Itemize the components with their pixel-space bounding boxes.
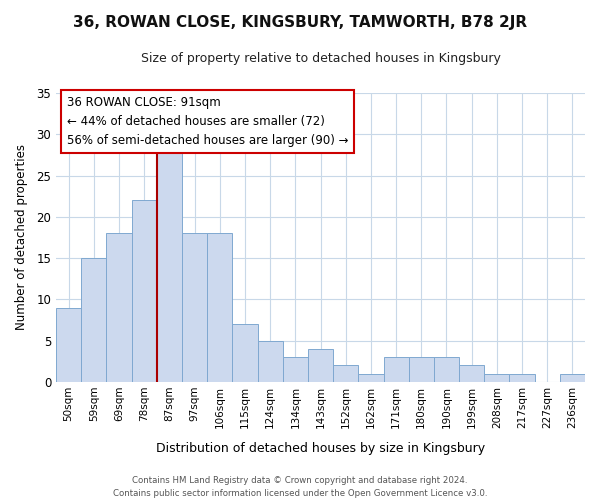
Bar [560,374,585,382]
Bar [106,234,131,382]
Bar [56,308,81,382]
Bar [459,366,484,382]
Bar [509,374,535,382]
Text: 36 ROWAN CLOSE: 91sqm
← 44% of detached houses are smaller (72)
56% of semi-deta: 36 ROWAN CLOSE: 91sqm ← 44% of detached … [67,96,348,147]
Bar [358,374,383,382]
Bar [283,357,308,382]
Bar [434,357,459,382]
Bar [131,200,157,382]
Text: Contains HM Land Registry data © Crown copyright and database right 2024.
Contai: Contains HM Land Registry data © Crown c… [113,476,487,498]
Title: Size of property relative to detached houses in Kingsbury: Size of property relative to detached ho… [140,52,500,66]
Bar [232,324,257,382]
Bar [81,258,106,382]
Y-axis label: Number of detached properties: Number of detached properties [15,144,28,330]
Bar [207,234,232,382]
Bar [383,357,409,382]
Bar [257,340,283,382]
Bar [157,151,182,382]
Bar [409,357,434,382]
Bar [484,374,509,382]
Bar [308,349,333,382]
Bar [333,366,358,382]
Text: 36, ROWAN CLOSE, KINGSBURY, TAMWORTH, B78 2JR: 36, ROWAN CLOSE, KINGSBURY, TAMWORTH, B7… [73,15,527,30]
Bar [182,234,207,382]
X-axis label: Distribution of detached houses by size in Kingsbury: Distribution of detached houses by size … [156,442,485,455]
